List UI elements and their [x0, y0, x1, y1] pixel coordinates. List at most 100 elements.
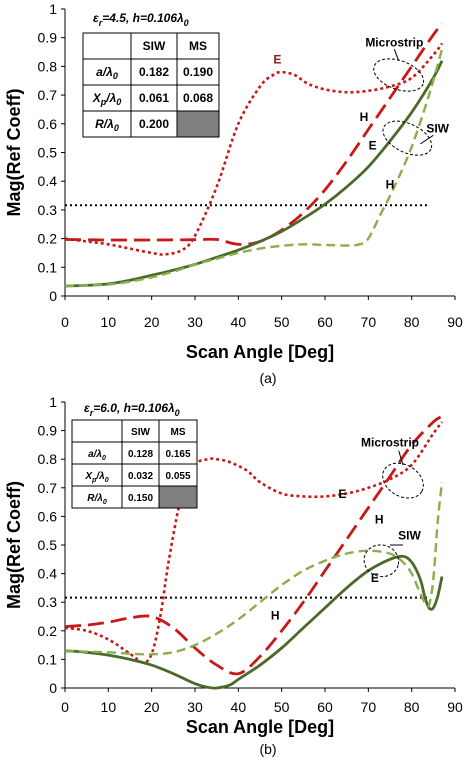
table-value-cell: 0.190 — [183, 65, 213, 79]
table-row-label-main2: /λ — [95, 471, 104, 482]
table-row-label-main: a/λ — [96, 65, 113, 79]
table-value-cell: 0.128 — [128, 449, 153, 460]
condition-eps-sub: r — [99, 18, 103, 28]
table-row-label: R/λ0 — [95, 117, 119, 133]
x-axis-label: Scan Angle [Deg] — [186, 717, 334, 737]
y-tick-label: 0.3 — [38, 594, 58, 610]
y-tick-label: 0.8 — [38, 451, 58, 467]
table-value-cell: 0.032 — [128, 471, 153, 482]
y-tick-label: 0.4 — [38, 173, 58, 189]
callout-leader-line — [393, 49, 400, 61]
condition-rest: =6.0, h=0.106λ — [93, 401, 174, 415]
siw-e-plane-line — [64, 554, 444, 690]
callout-ellipse — [363, 544, 400, 578]
table-value-cell: 0.165 — [165, 449, 190, 460]
curve-annotation: H — [360, 110, 369, 124]
table-header-cell: MS — [171, 427, 186, 438]
figure-caption: (b) — [259, 741, 276, 757]
y-tick-label: 0.5 — [38, 145, 58, 161]
x-tick-label: 10 — [101, 314, 117, 330]
y-tick-label: 0.2 — [38, 623, 58, 639]
curve-annotation: Microstrip — [365, 35, 423, 49]
condition-rest: =4.5, h=0.106λ — [102, 11, 183, 25]
table-row-label-main: R/λ — [95, 117, 114, 131]
table-shaded-cell — [176, 110, 220, 138]
table-row-label-main: X — [92, 91, 102, 105]
y-tick-label: 0.1 — [38, 259, 58, 275]
x-tick-label: 40 — [231, 314, 247, 330]
chart-panel-a: 00.10.20.30.40.50.60.70.80.910 10 20 30 40 50… — [4, 1, 463, 386]
table-header-cell: SIW — [131, 427, 150, 438]
y-tick-label: 0.7 — [38, 480, 58, 496]
x-tick-label: 50 — [274, 314, 290, 330]
condition-eps: ε — [84, 401, 90, 415]
condition-rest-sub: 0 — [184, 18, 189, 28]
x-tick-label: 20 — [144, 699, 160, 715]
y-tick-label: 0.6 — [38, 116, 58, 132]
callout-ellipse — [382, 462, 424, 499]
condition-eps: ε — [93, 11, 99, 25]
table-row-label-main: R/λ — [87, 493, 103, 504]
x-tick-label: 90 — [447, 699, 463, 715]
curve-annotation: E — [338, 487, 346, 501]
x-tick-label: 70 — [361, 699, 377, 715]
curve-annotation: Microstrip — [361, 435, 419, 449]
table-row-label: R/λ0 — [87, 493, 107, 506]
table-row-label-sub: p — [91, 477, 97, 484]
table-value-cell: 0.061 — [139, 91, 169, 105]
table-row-label: Xp/λ0 — [84, 471, 108, 484]
callout-ellipse — [382, 120, 433, 156]
table-value-cell: 0.068 — [183, 91, 213, 105]
table-row-label-main2: /λ — [105, 91, 116, 105]
siw-h-plane-line — [64, 48, 444, 288]
x-tick-label: 0 — [61, 314, 69, 330]
y-tick-label: 0.7 — [38, 87, 58, 103]
x-tick-label: 10 — [101, 699, 117, 715]
table-value-cell: 0.055 — [165, 471, 190, 482]
figure-caption: (a) — [259, 370, 276, 386]
x-tick-label: 70 — [361, 314, 377, 330]
y-tick-label: 1 — [49, 394, 57, 410]
y-tick-label: 0.8 — [38, 58, 58, 74]
curve-annotation: H — [375, 513, 384, 527]
table-value-cell: 0.150 — [128, 493, 153, 504]
callout-leader-line — [398, 450, 404, 466]
table-header-cell: SIW — [143, 39, 166, 53]
callout-leader-line — [420, 134, 434, 145]
microstrip-h-plane-line — [64, 415, 443, 676]
y-tick-label: 1 — [49, 1, 57, 17]
table-row-label-sub2: 0 — [116, 97, 121, 107]
table-row-label-sub2: 0 — [105, 477, 109, 484]
curve-annotation: E — [369, 139, 377, 153]
table-row-label-sub: 0 — [103, 499, 107, 506]
y-axis-label: Mag(Ref Coeff) — [4, 89, 24, 217]
table-row-label-sub: 0 — [114, 123, 119, 133]
y-tick-label: 0.9 — [38, 30, 58, 46]
table-value-cell: 0.200 — [139, 117, 169, 131]
x-tick-label: 60 — [317, 699, 333, 715]
condition-label: εr=4.5, h=0.106λ0 — [93, 11, 189, 28]
table-header-cell: MS — [189, 39, 207, 53]
x-axis-label: Scan Angle [Deg] — [186, 342, 334, 362]
table-shaded-cell — [158, 485, 198, 509]
curve-annotation: H — [271, 608, 280, 622]
curve-annotation: SIW — [426, 121, 449, 135]
curve-annotation: SIW — [398, 528, 421, 542]
condition-label: εr=6.0, h=0.106λ0 — [84, 401, 180, 418]
table-row-label-main: X — [84, 471, 93, 482]
table-row-label-sub: p — [100, 97, 107, 107]
y-axis-label: Mag(Ref Coeff) — [4, 481, 24, 609]
y-tick-label: 0 — [49, 288, 57, 304]
x-tick-label: 80 — [404, 699, 420, 715]
y-tick-label: 0.1 — [38, 651, 58, 667]
x-tick-label: 50 — [274, 699, 290, 715]
x-tick-label: 20 — [144, 314, 160, 330]
y-tick-label: 0.9 — [38, 423, 58, 439]
x-tick-label: 30 — [187, 699, 203, 715]
y-tick-label: 0.6 — [38, 508, 58, 524]
table-row-label: a/λ0 — [88, 449, 106, 462]
table-value-cell: 0.182 — [139, 65, 169, 79]
